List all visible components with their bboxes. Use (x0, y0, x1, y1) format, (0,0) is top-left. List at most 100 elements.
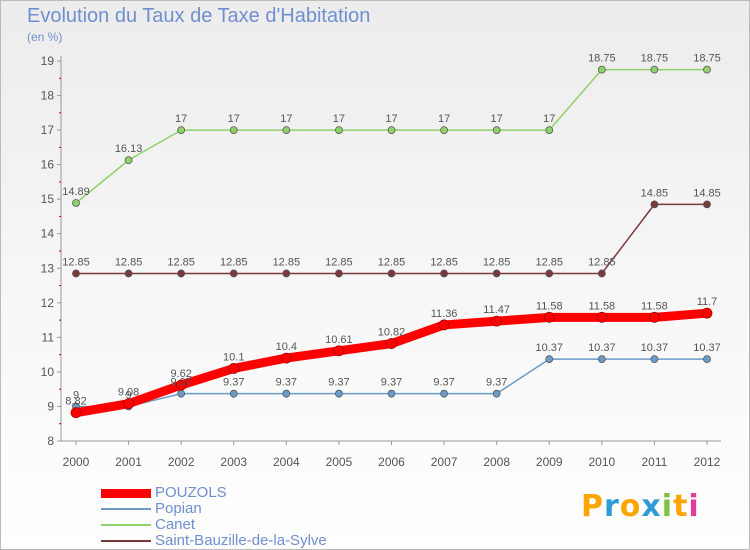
data-point (438, 319, 450, 331)
data-label: 12.85 (430, 256, 458, 268)
data-label: 9 (73, 389, 79, 401)
data-label: 9.37 (381, 377, 402, 389)
x-tick-label: 2006 (378, 455, 405, 469)
data-point (72, 199, 80, 207)
x-tick-label: 2009 (536, 455, 563, 469)
data-label: 12.85 (378, 256, 406, 268)
logo-letter: i (661, 489, 674, 524)
data-point (280, 352, 292, 364)
data-label: 16.13 (115, 143, 143, 155)
data-point (124, 269, 133, 278)
data-point (229, 126, 238, 134)
y-tick-label: 15 (41, 192, 55, 206)
data-point (177, 389, 186, 398)
chart-subtitle: (en %) (27, 30, 63, 44)
chart-series-layer (70, 65, 713, 419)
data-point (124, 156, 133, 165)
x-tick-label: 2011 (642, 455, 668, 469)
data-label: 10.37 (641, 342, 669, 354)
y-tick-label: 17 (41, 123, 55, 137)
data-label: 17 (543, 113, 555, 125)
data-label: 12.85 (115, 256, 143, 268)
data-label: 17 (491, 113, 503, 125)
data-label: 9.37 (433, 377, 454, 389)
data-point (703, 355, 711, 364)
data-point (282, 389, 291, 398)
legend-label-popian: Popian (155, 500, 202, 517)
data-label: 14.89 (62, 186, 90, 198)
logo-letter: x (641, 489, 662, 524)
x-tick-label: 2007 (431, 455, 458, 469)
data-label: 9.37 (223, 377, 244, 389)
data-label: 9.37 (276, 377, 297, 389)
data-point (387, 389, 396, 398)
series-line (75, 68, 708, 204)
data-point (440, 126, 448, 134)
data-point (596, 311, 608, 323)
data-point (597, 65, 606, 74)
data-label: 12.85 (62, 256, 90, 268)
data-label: 11.58 (641, 300, 668, 312)
data-point (492, 389, 501, 398)
legend-label-canet: Canet (155, 516, 196, 533)
data-label: 17 (385, 113, 397, 125)
data-label: 10.1 (223, 351, 244, 363)
data-label: 10.61 (325, 334, 353, 346)
legend-label-pouzols: POUZOLS (155, 484, 227, 501)
data-label: 11.47 (483, 304, 510, 316)
data-point (229, 269, 238, 278)
data-point (123, 398, 134, 410)
logo-letter: i (688, 489, 700, 524)
y-tick-label: 18 (41, 89, 55, 103)
data-label: 12.85 (273, 256, 301, 268)
data-label: 17 (438, 113, 450, 125)
data-label: 10.37 (535, 342, 563, 354)
data-label: 9 (126, 389, 132, 401)
data-point (545, 355, 554, 364)
data-point (492, 126, 501, 134)
logo-letter: t (673, 489, 689, 524)
data-point (229, 389, 238, 398)
data-label: 14.85 (641, 187, 669, 199)
data-point (440, 389, 448, 398)
x-tick-label: 2002 (168, 455, 195, 469)
x-tick-label: 2010 (588, 455, 615, 469)
data-point (650, 200, 659, 209)
data-point (440, 269, 448, 278)
data-point (70, 407, 82, 419)
y-tick-label: 14 (41, 227, 55, 241)
data-label: 11.58 (536, 300, 563, 312)
data-label: 9.37 (486, 377, 507, 389)
data-point (545, 126, 554, 134)
x-tick-label: 2001 (115, 455, 142, 469)
data-point (597, 269, 606, 278)
data-point (597, 355, 606, 364)
data-label: 12.85 (325, 256, 353, 268)
x-tick-label: 2005 (326, 455, 353, 469)
data-label: 9.37 (328, 377, 349, 389)
data-point (335, 269, 343, 278)
data-point (545, 269, 554, 278)
data-label: 18.75 (588, 53, 616, 65)
y-tick-label: 12 (41, 296, 55, 310)
data-label: 9.37 (170, 377, 191, 389)
chart-axes: 8 9 10 11 12 13 14 15 16 17 18 19 2000 2001 2002 2003 20… (41, 54, 721, 469)
data-point (177, 126, 186, 134)
data-label: 12.85 (220, 256, 248, 268)
x-tick-label: 2003 (220, 455, 247, 469)
data-label: 17 (333, 113, 345, 125)
data-label: 18.75 (641, 53, 669, 65)
data-label: 10.4 (276, 341, 297, 353)
data-point (335, 126, 343, 134)
data-label: 9.08 (118, 387, 139, 399)
data-point (703, 200, 711, 209)
y-tick-label: 10 (41, 365, 55, 379)
data-label: 9.62 (170, 368, 191, 380)
y-tick-label: 16 (41, 158, 55, 172)
logo-letter: o (619, 489, 642, 524)
data-point (650, 355, 659, 364)
data-point (492, 269, 501, 278)
data-point (701, 307, 713, 319)
